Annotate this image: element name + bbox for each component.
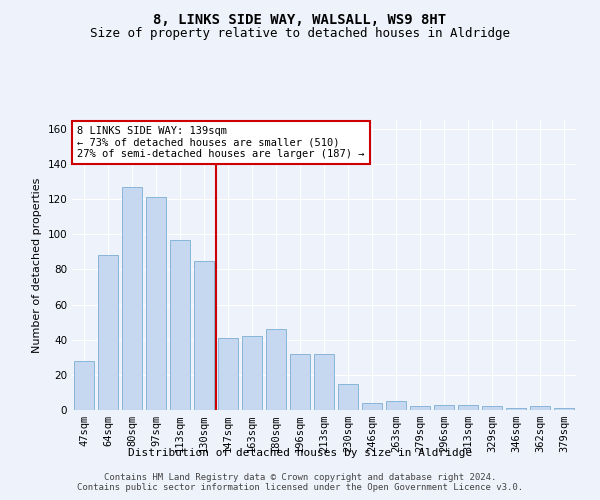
Bar xyxy=(386,401,406,410)
Bar xyxy=(338,384,358,410)
Text: Size of property relative to detached houses in Aldridge: Size of property relative to detached ho… xyxy=(90,28,510,40)
Bar xyxy=(266,329,286,410)
Bar xyxy=(218,338,238,410)
Bar xyxy=(74,361,94,410)
Bar xyxy=(554,408,574,410)
Bar xyxy=(458,404,478,410)
Text: 8 LINKS SIDE WAY: 139sqm
← 73% of detached houses are smaller (510)
27% of semi-: 8 LINKS SIDE WAY: 139sqm ← 73% of detach… xyxy=(77,126,365,159)
Text: 8, LINKS SIDE WAY, WALSALL, WS9 8HT: 8, LINKS SIDE WAY, WALSALL, WS9 8HT xyxy=(154,12,446,26)
Text: Contains HM Land Registry data © Crown copyright and database right 2024.
Contai: Contains HM Land Registry data © Crown c… xyxy=(77,473,523,492)
Bar xyxy=(506,408,526,410)
Bar xyxy=(98,256,118,410)
Bar xyxy=(242,336,262,410)
Text: Distribution of detached houses by size in Aldridge: Distribution of detached houses by size … xyxy=(128,448,472,458)
Bar xyxy=(530,406,550,410)
Bar xyxy=(290,354,310,410)
Bar xyxy=(410,406,430,410)
Bar xyxy=(194,260,214,410)
Bar xyxy=(122,187,142,410)
Bar xyxy=(170,240,190,410)
Bar xyxy=(314,354,334,410)
Bar xyxy=(362,403,382,410)
Y-axis label: Number of detached properties: Number of detached properties xyxy=(32,178,42,352)
Bar xyxy=(146,198,166,410)
Bar xyxy=(482,406,502,410)
Bar xyxy=(434,404,454,410)
